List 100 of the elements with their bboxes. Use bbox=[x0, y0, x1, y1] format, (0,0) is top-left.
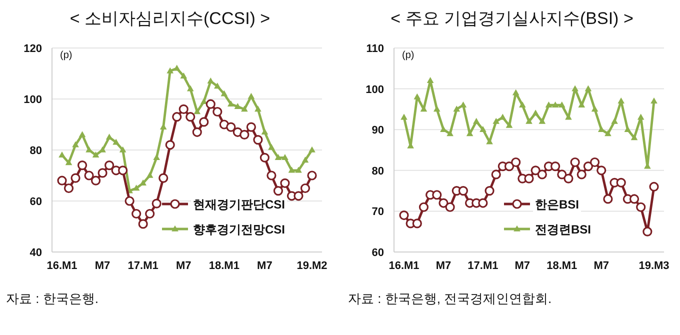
point bbox=[288, 166, 296, 173]
text: 자료 : 한국은행, 전국경제인연합회. bbox=[348, 291, 552, 306]
legend-label: 현재경기판단CSI bbox=[193, 198, 286, 212]
point bbox=[84, 170, 94, 180]
point bbox=[637, 114, 644, 120]
x-tick-label: 18.M1 bbox=[546, 260, 578, 272]
point bbox=[199, 117, 209, 127]
point bbox=[228, 100, 234, 106]
point bbox=[200, 98, 208, 104]
point bbox=[268, 144, 275, 150]
point bbox=[78, 131, 86, 138]
point bbox=[478, 198, 488, 208]
point bbox=[630, 134, 638, 140]
x-tick-label: 17.M1 bbox=[128, 260, 158, 272]
point bbox=[58, 152, 66, 158]
point bbox=[295, 166, 302, 173]
point bbox=[180, 72, 188, 78]
point bbox=[650, 97, 658, 104]
y-tick-label: 80 bbox=[30, 145, 42, 157]
x-tick-label: 19.M2 bbox=[296, 260, 328, 272]
legend-label: 향후경기전망CSI bbox=[193, 222, 286, 236]
point bbox=[104, 160, 114, 170]
legend-label: 한은BSI bbox=[535, 198, 580, 212]
point bbox=[584, 85, 592, 92]
point bbox=[576, 170, 586, 180]
x-tick-label: M7 bbox=[514, 260, 530, 272]
point bbox=[253, 135, 263, 145]
point bbox=[106, 134, 113, 140]
point bbox=[486, 138, 493, 144]
point bbox=[552, 102, 559, 108]
point bbox=[302, 156, 309, 163]
point bbox=[616, 178, 626, 188]
point bbox=[418, 202, 429, 212]
point bbox=[65, 159, 72, 166]
x-tick-label: 16.M1 bbox=[388, 260, 420, 272]
text: 자료 : 한국은행. bbox=[6, 291, 98, 306]
point bbox=[140, 180, 146, 186]
point bbox=[583, 162, 594, 172]
point bbox=[282, 154, 288, 160]
point bbox=[545, 102, 552, 108]
point bbox=[86, 146, 92, 152]
point bbox=[307, 170, 317, 180]
point bbox=[426, 77, 434, 84]
point bbox=[433, 106, 440, 112]
point bbox=[649, 182, 659, 192]
point bbox=[480, 126, 486, 132]
point bbox=[280, 178, 290, 188]
point bbox=[453, 106, 460, 112]
legend-label: 전경련BSI bbox=[535, 222, 592, 236]
point bbox=[132, 208, 142, 219]
point bbox=[300, 183, 310, 194]
point bbox=[512, 89, 520, 96]
point bbox=[178, 104, 188, 114]
point bbox=[118, 166, 128, 176]
y-tick-label: 100 bbox=[366, 84, 384, 96]
point bbox=[226, 122, 236, 132]
point bbox=[260, 152, 270, 162]
point bbox=[504, 162, 514, 172]
point bbox=[119, 146, 126, 152]
point bbox=[173, 64, 180, 71]
point bbox=[564, 174, 574, 184]
point bbox=[438, 198, 448, 208]
point bbox=[399, 210, 409, 220]
point bbox=[261, 128, 268, 135]
point bbox=[440, 126, 447, 132]
point bbox=[152, 198, 162, 208]
point bbox=[186, 112, 196, 122]
point bbox=[400, 114, 408, 120]
point bbox=[414, 93, 421, 100]
point bbox=[294, 191, 304, 201]
y-tick-label: 80 bbox=[372, 165, 384, 178]
point bbox=[603, 194, 613, 204]
point bbox=[165, 140, 175, 150]
point bbox=[212, 106, 222, 117]
point bbox=[98, 168, 108, 178]
y-axis-title: (p) bbox=[402, 50, 414, 61]
point bbox=[629, 194, 640, 204]
x-tick-label: M7 bbox=[94, 260, 110, 272]
y-tick-label: 90 bbox=[372, 124, 384, 137]
point bbox=[445, 202, 455, 212]
point bbox=[112, 138, 120, 145]
x-tick-label: M7 bbox=[436, 260, 452, 272]
point bbox=[524, 174, 534, 184]
y-tick-label: 70 bbox=[372, 206, 384, 218]
point bbox=[241, 106, 248, 112]
point bbox=[446, 130, 454, 136]
point bbox=[90, 176, 101, 186]
point bbox=[254, 106, 262, 112]
point bbox=[132, 184, 140, 191]
point bbox=[194, 108, 201, 114]
x-tick-label: 18.M1 bbox=[208, 260, 240, 272]
point bbox=[308, 146, 316, 152]
point bbox=[519, 102, 526, 108]
point bbox=[138, 219, 148, 229]
point bbox=[636, 202, 646, 212]
point bbox=[124, 196, 134, 206]
point bbox=[642, 226, 652, 236]
point bbox=[578, 102, 586, 108]
point bbox=[248, 92, 255, 99]
point bbox=[172, 112, 182, 122]
